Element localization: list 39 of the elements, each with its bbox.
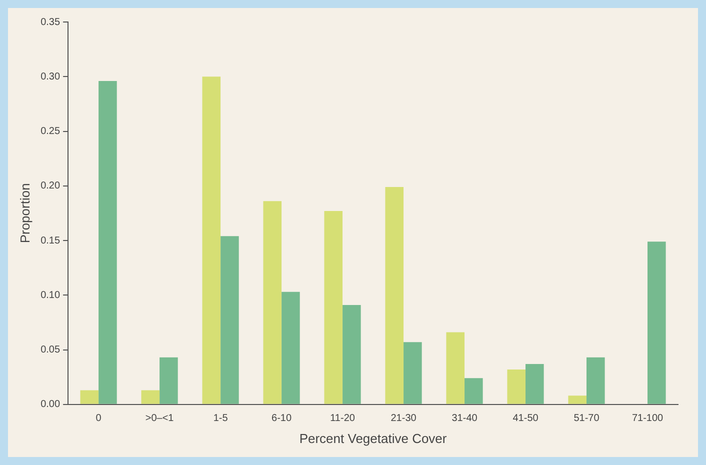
bar	[263, 201, 282, 404]
x-tick-label: 6-10	[272, 413, 292, 424]
y-tick-label: 0.00	[40, 399, 60, 410]
x-tick-label: 31-40	[452, 413, 478, 424]
y-tick-label: 0.30	[40, 71, 60, 82]
bar	[80, 390, 99, 404]
x-tick-label: 41-50	[512, 413, 539, 424]
bar	[385, 186, 404, 404]
bar	[220, 236, 239, 404]
x-tick-label: 1-5	[213, 413, 228, 424]
y-tick-label: 0.05	[40, 344, 60, 356]
bar	[282, 292, 300, 404]
x-axis-title: Percent Vegetative Cover	[299, 430, 448, 446]
bar	[98, 81, 117, 404]
bar	[160, 357, 178, 404]
bar	[141, 390, 160, 404]
bar	[586, 357, 605, 404]
x-tick-label: 11-20	[330, 413, 356, 424]
x-tick-label: 51-70	[574, 413, 600, 424]
y-tick-label: 0.10	[40, 290, 60, 301]
x-tick-label: 21-30	[390, 413, 417, 424]
bar	[526, 364, 544, 404]
x-tick-label: 0	[96, 413, 102, 424]
bar	[446, 332, 465, 404]
bar	[568, 396, 587, 404]
x-tick-label: >0–<1	[145, 413, 174, 424]
x-tick-label: 71-100	[632, 413, 664, 424]
bar	[464, 378, 483, 404]
y-tick-label: 0.15	[40, 235, 60, 246]
y-tick-label: 0.35	[40, 16, 60, 28]
y-tick-label: 0.20	[40, 180, 60, 192]
bar	[324, 211, 343, 404]
bar	[648, 242, 666, 404]
bar	[202, 76, 221, 404]
y-tick-label: 0.25	[40, 126, 60, 138]
y-axis-title: Proportion	[17, 183, 32, 244]
bar	[404, 342, 422, 404]
bar	[342, 304, 361, 404]
bar	[507, 369, 526, 404]
